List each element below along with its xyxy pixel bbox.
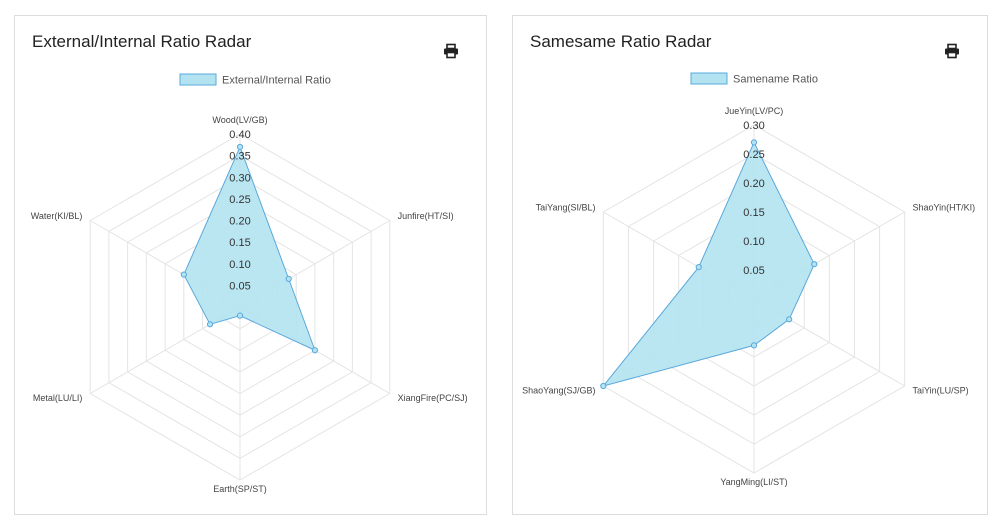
tick-label: 0.10 <box>229 259 250 271</box>
data-point[interactable] <box>600 382 607 390</box>
data-point[interactable] <box>750 139 758 146</box>
print-button[interactable] <box>944 43 960 59</box>
axis-label: ShaoYang(SJ/GB) <box>522 386 595 396</box>
data-point[interactable] <box>811 261 818 268</box>
data-point[interactable] <box>236 143 244 151</box>
tick-label: 0.40 <box>229 129 250 141</box>
radar-chart: External/Internal Ratio 0.05 0.10 0.15 0.20 0… <box>31 73 468 494</box>
axis-label: Metal(LU/LI) <box>33 393 83 403</box>
chart-title: External/Internal Ratio Radar <box>32 32 252 51</box>
data-point[interactable] <box>695 264 702 271</box>
tick-label: 0.25 <box>229 194 250 206</box>
chart-card-left: External/Internal Ratio Radar External/I… <box>14 15 487 515</box>
tick-label: 0.20 <box>229 216 250 228</box>
legend[interactable]: Samename Ratio <box>690 72 818 86</box>
axis-label: XiangFire(PC/SJ) <box>398 393 468 403</box>
data-point[interactable] <box>285 275 292 282</box>
axis-label: Earth(SP/ST) <box>213 484 267 494</box>
chart-title: Samesame Ratio Radar <box>530 32 712 51</box>
data-point[interactable] <box>786 316 793 323</box>
data-point[interactable] <box>236 312 244 319</box>
legend-label: External/Internal Ratio <box>222 75 331 87</box>
tick-label: 0.35 <box>229 151 250 163</box>
axis-label: ShaoYin(HT/KI) <box>912 203 975 213</box>
tick-label: 0.30 <box>743 120 764 132</box>
legend[interactable]: External/Internal Ratio <box>179 73 331 87</box>
tick-label: 0.05 <box>229 280 250 292</box>
axis-label: Wood(LV/GB) <box>212 115 267 125</box>
tick-label: 0.10 <box>743 236 764 248</box>
axis-label: TaiYang(SI/BL) <box>536 203 596 213</box>
printer-icon <box>444 43 458 59</box>
tick-label: 0.25 <box>743 149 764 161</box>
tick-label: 0.30 <box>229 172 250 184</box>
data-point[interactable] <box>180 271 187 278</box>
data-point[interactable] <box>750 342 758 349</box>
tick-label: 0.05 <box>743 265 764 277</box>
axis-label: Water(KI/BL) <box>31 211 83 221</box>
legend-swatch <box>690 72 728 85</box>
tick-label: 0.15 <box>229 237 250 249</box>
tick-label: 0.20 <box>743 178 764 190</box>
legend-label: Samename Ratio <box>733 74 818 86</box>
axis-label: YangMing(LI/ST) <box>720 477 787 487</box>
data-point[interactable] <box>311 347 319 354</box>
axis-label: JueYin(LV/PC) <box>725 106 784 116</box>
axis-label: Junfire(HT/SI) <box>398 211 454 221</box>
print-button[interactable] <box>443 43 459 59</box>
radar-chart: Samename Ratio 0.05 0.10 0.15 0.20 0.25 0.30 Ju… <box>522 72 975 487</box>
tick-label: 0.15 <box>743 207 764 219</box>
printer-icon <box>945 43 959 59</box>
series-area <box>601 141 815 387</box>
chart-card-right: Samesame Ratio Radar Samename Ratio 0.05 0… <box>512 15 988 515</box>
legend-swatch <box>179 73 217 86</box>
axis-label: TaiYin(LU/SP) <box>912 386 968 396</box>
data-point[interactable] <box>206 321 214 328</box>
